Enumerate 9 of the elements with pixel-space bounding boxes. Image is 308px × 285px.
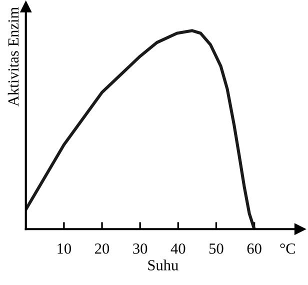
x-tick-label: 30: [133, 243, 148, 254]
y-axis-title: Aktivitas Enzim: [8, 7, 19, 106]
x-tick-label: 10: [58, 243, 71, 254]
x-tick-label: 20: [95, 243, 110, 254]
x-tick-label: 40: [170, 243, 186, 254]
x-tick-label: 60: [247, 243, 262, 254]
x-axis-title: Suhu: [148, 260, 178, 270]
text: °C: [280, 243, 295, 254]
x-tick-label: 50: [209, 243, 224, 254]
